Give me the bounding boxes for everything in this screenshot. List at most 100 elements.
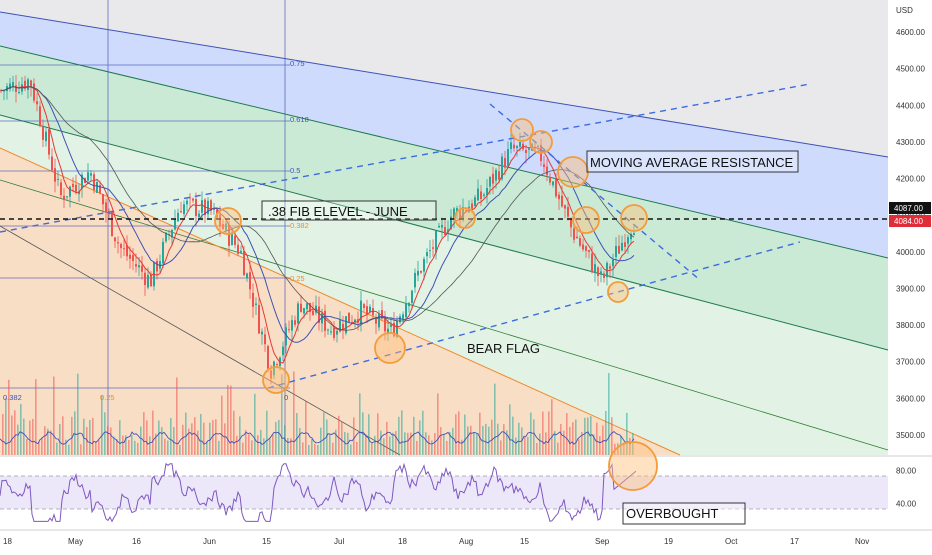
volume-bar	[371, 442, 373, 455]
volume-bar	[161, 427, 163, 455]
volume-bar	[182, 424, 184, 455]
candle-body	[363, 304, 365, 309]
annotation-ma-resistance[interactable]: MOVING AVERAGE RESISTANCE	[586, 150, 799, 173]
volume-bar	[107, 426, 109, 455]
volume-bar	[506, 430, 508, 455]
candle-body	[150, 274, 152, 287]
candle-body	[393, 322, 395, 337]
volume-bar	[101, 395, 103, 455]
volume-bar	[518, 422, 520, 455]
annotation-overbought[interactable]: OVERBOUGHT	[622, 502, 746, 525]
volume-bar	[77, 373, 79, 455]
candle-body	[147, 274, 149, 288]
price-badge-prev: 4084.00	[889, 215, 931, 227]
candle-body	[444, 227, 446, 236]
candle-body	[189, 197, 191, 199]
bear-flag-text[interactable]: BEAR FLAG	[467, 341, 540, 356]
volume-bar	[122, 435, 124, 455]
price-tick-label: 4400.00	[896, 101, 925, 110]
volume-bar	[560, 423, 562, 455]
volume-bar	[449, 431, 451, 455]
candle-body	[162, 241, 164, 264]
volume-bar	[512, 416, 514, 455]
candle-body	[453, 208, 455, 220]
candle-body	[516, 146, 518, 149]
volume-bars	[2, 371, 634, 455]
volume-bar	[287, 437, 289, 455]
volume-bar	[281, 374, 283, 455]
fan-line-5	[0, 147, 681, 456]
volume-bar	[479, 412, 481, 455]
volume-bar	[62, 416, 64, 455]
candle-body	[552, 181, 554, 186]
candle-body	[555, 178, 557, 197]
candle-body	[351, 321, 353, 323]
candle-body	[507, 148, 509, 166]
circle-aug-pullback	[454, 207, 476, 229]
volume-bar	[215, 419, 217, 455]
candle-body	[597, 267, 599, 277]
candle-body	[240, 250, 242, 253]
volume-bar	[629, 437, 631, 455]
volume-bar	[260, 429, 262, 455]
volume-bar	[227, 384, 229, 455]
candle-body	[345, 316, 347, 334]
candle-body	[549, 176, 551, 183]
volume-bar	[455, 414, 457, 455]
volume-bar	[362, 412, 364, 455]
candle-body	[543, 164, 545, 167]
badge-prev-bg	[889, 215, 931, 227]
volume-bar	[308, 444, 310, 455]
volume-bar	[167, 440, 169, 455]
candle-body	[90, 173, 92, 176]
volume-bar	[209, 422, 211, 455]
circle-aug-high-2	[529, 130, 553, 154]
volume-bar	[32, 418, 34, 455]
price-tick-label: 3800.00	[896, 321, 925, 330]
volume-bar	[251, 440, 253, 455]
candle-body	[171, 229, 173, 238]
volume-bar	[5, 397, 7, 455]
volume-bar	[500, 440, 502, 455]
price-tick-label: 4200.00	[896, 175, 925, 184]
candle-body	[192, 198, 194, 201]
volume-bar	[80, 444, 82, 455]
candle-body	[66, 196, 68, 198]
rsi-axis[interactable]: 80.00 40.00	[896, 466, 917, 508]
fib-label: 0.382	[290, 221, 309, 230]
volume-bar	[335, 429, 337, 455]
candle-body	[591, 253, 593, 273]
volume-bar	[587, 417, 589, 455]
volume-bar	[491, 419, 493, 455]
candle-body	[99, 185, 101, 194]
candle-body	[387, 328, 389, 333]
time-tick-label: 18	[398, 537, 407, 546]
volume-bar	[437, 393, 439, 455]
volume-bar	[431, 440, 433, 455]
candle-body	[12, 82, 14, 87]
time-tick-label: 17	[790, 537, 799, 546]
candle-body	[303, 307, 305, 314]
price-tick-label: 4600.00	[896, 28, 925, 37]
candle-body	[408, 302, 410, 307]
candle-body	[297, 303, 299, 324]
volume-bar	[488, 426, 490, 455]
time-axis[interactable]: 18 May 16 Jun 15 Jul 18 Aug 15 Sep 19 Oct 17 Nov	[3, 537, 869, 546]
volume-bar	[542, 411, 544, 455]
candle-body	[441, 224, 443, 228]
annotation-fib-level[interactable]: .38 FIB ELEVEL - JUNE	[261, 200, 437, 221]
volume-bar	[425, 432, 427, 455]
volume-bar	[170, 418, 172, 455]
volume-bar	[56, 442, 58, 455]
volume-bar	[152, 410, 154, 455]
volume-bar	[119, 420, 121, 455]
volume-bar	[65, 439, 67, 455]
volume-bar	[350, 444, 352, 455]
volume-bar	[176, 377, 178, 455]
volume-bar	[212, 419, 214, 455]
candle-body	[414, 272, 416, 288]
fan-area-green	[0, 46, 888, 350]
candle-body	[603, 273, 605, 278]
